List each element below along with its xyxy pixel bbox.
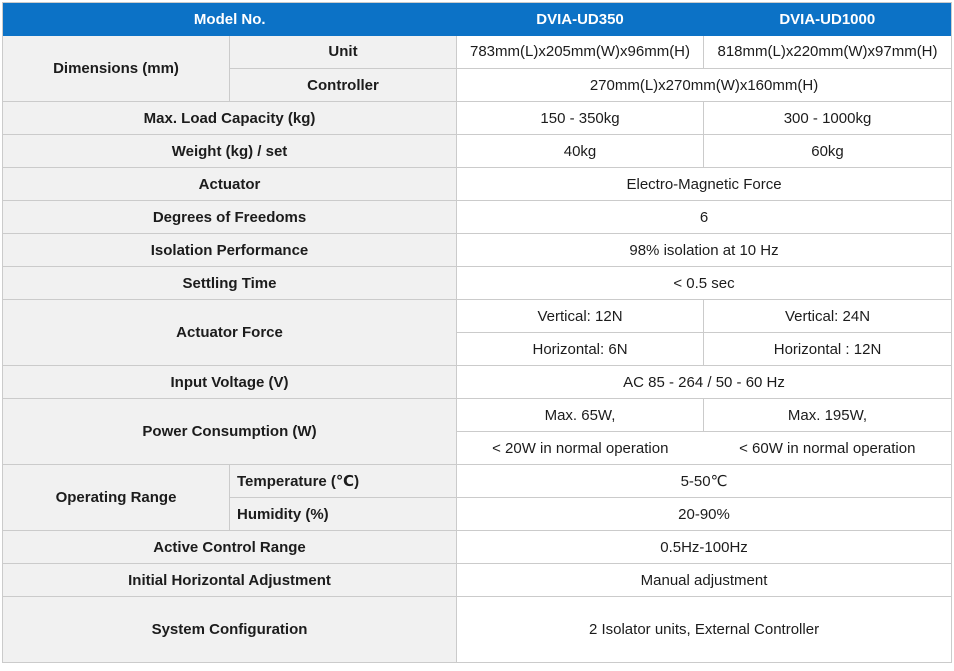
spec-label-max-load-capacity: Max. Load Capacity (kg) [2,101,458,135]
header-row: Model No. DVIA-UD350 DVIA-UD1000 [2,2,952,36]
table-row: Degrees of Freedoms 6 [2,200,953,234]
header-model-ud350: DVIA-UD350 [456,2,704,36]
spec-value-horizontal-force-ud350: Horizontal: 6N [456,332,705,366]
spec-value-input-voltage: AC 85 - 264 / 50 - 60 Hz [456,365,953,399]
header-model-no: Model No. [2,2,457,36]
table-row: Power Consumption (W) Max. 65W, Max. 195… [2,398,953,465]
spec-value-load-ud350: 150 - 350kg [456,101,705,135]
spec-value-power-max-ud350: Max. 65W, [456,398,705,432]
table-row: Dimensions (mm) Unit 783mm(L)x205mm(W)x9… [2,35,953,102]
table-row: Max. Load Capacity (kg) 150 - 350kg 300 … [2,101,953,135]
spec-value-settling-time: < 0.5 sec [456,266,953,300]
spec-label-initial-horizontal-adjustment: Initial Horizontal Adjustment [2,563,458,597]
spec-value-unit-ud350: 783mm(L)x205mm(W)x96mm(H) [456,35,705,69]
table-row: Actuator Force Vertical: 12N Vertical: 2… [2,299,953,366]
spec-value-controller: 270mm(L)x270mm(W)x160mm(H) [456,68,953,102]
table-row: Actuator Electro-Magnetic Force [2,167,953,201]
spec-value-active-control-range: 0.5Hz-100Hz [456,530,953,564]
table-row: Active Control Range 0.5Hz-100Hz [2,530,953,564]
spec-value-initial-horizontal-adjustment: Manual adjustment [456,563,953,597]
spec-value-vertical-force-ud350: Vertical: 12N [456,299,705,333]
header-model-ud1000: DVIA-UD1000 [703,2,952,36]
table-row: Controller 270mm(L)x270mm(W)x160mm(H) [3,68,953,102]
spec-value-power-normal-ud350: < 20W in normal operation [456,431,704,465]
table-row: Weight (kg) / set 40kg 60kg [2,134,953,168]
spec-value-horizontal-force-ud1000: Horizontal : 12N [703,332,953,366]
spec-sublabel-temperature: Temperature (℃) [229,464,458,498]
table-row: Input Voltage (V) AC 85 - 264 / 50 - 60 … [2,365,953,399]
spec-label-system-configuration: System Configuration [2,596,458,663]
table-row: Initial Horizontal Adjustment Manual adj… [2,563,953,597]
spec-value-system-configuration: 2 Isolator units, External Controller [456,596,953,663]
spec-value-power-normal-ud1000: < 60W in normal operation [703,431,953,465]
spec-value-load-ud1000: 300 - 1000kg [703,101,953,135]
spec-value-isolation-performance: 98% isolation at 10 Hz [456,233,953,267]
spec-label-input-voltage: Input Voltage (V) [2,365,458,399]
spec-sublabel-unit: Unit [229,35,458,69]
table-row: Isolation Performance 98% isolation at 1… [2,233,953,267]
spec-label-operating-range: Operating Range [2,464,230,531]
spec-label-weight: Weight (kg) / set [2,134,458,168]
table-row: Humidity (%) 20-90% [3,497,953,531]
spec-value-degrees-of-freedoms: 6 [456,200,953,234]
spec-value-power-max-ud1000: Max. 195W, [703,398,953,432]
table-row: Settling Time < 0.5 sec [2,266,953,300]
spec-label-actuator-force: Actuator Force [2,299,458,366]
table-row: System Configuration 2 Isolator units, E… [2,596,953,663]
spec-value-temperature: 5-50℃ [456,464,953,498]
spec-label-degrees-of-freedoms: Degrees of Freedoms [2,200,458,234]
spec-value-humidity: 20-90% [456,497,953,531]
spec-value-unit-ud1000: 818mm(L)x220mm(W)x97mm(H) [703,35,953,69]
spec-label-isolation-performance: Isolation Performance [2,233,458,267]
table-row: Operating Range Temperature (℃) 5-50℃ [2,464,953,531]
spec-label-active-control-range: Active Control Range [2,530,458,564]
spec-value-weight-ud1000: 60kg [703,134,953,168]
spec-sublabel-humidity: Humidity (%) [229,497,458,531]
table-row: < 20W in normal operation < 60W in norma… [3,431,953,465]
spec-label-settling-time: Settling Time [2,266,458,300]
spec-value-weight-ud350: 40kg [456,134,705,168]
spec-label-power-consumption: Power Consumption (W) [2,398,458,465]
spec-value-actuator: Electro-Magnetic Force [456,167,953,201]
spec-label-dimensions: Dimensions (mm) [2,35,230,102]
spec-sublabel-controller: Controller [229,68,458,102]
spec-value-vertical-force-ud1000: Vertical: 24N [703,299,953,333]
spec-label-actuator: Actuator [2,167,458,201]
table-row: Horizontal: 6N Horizontal : 12N [3,332,953,366]
